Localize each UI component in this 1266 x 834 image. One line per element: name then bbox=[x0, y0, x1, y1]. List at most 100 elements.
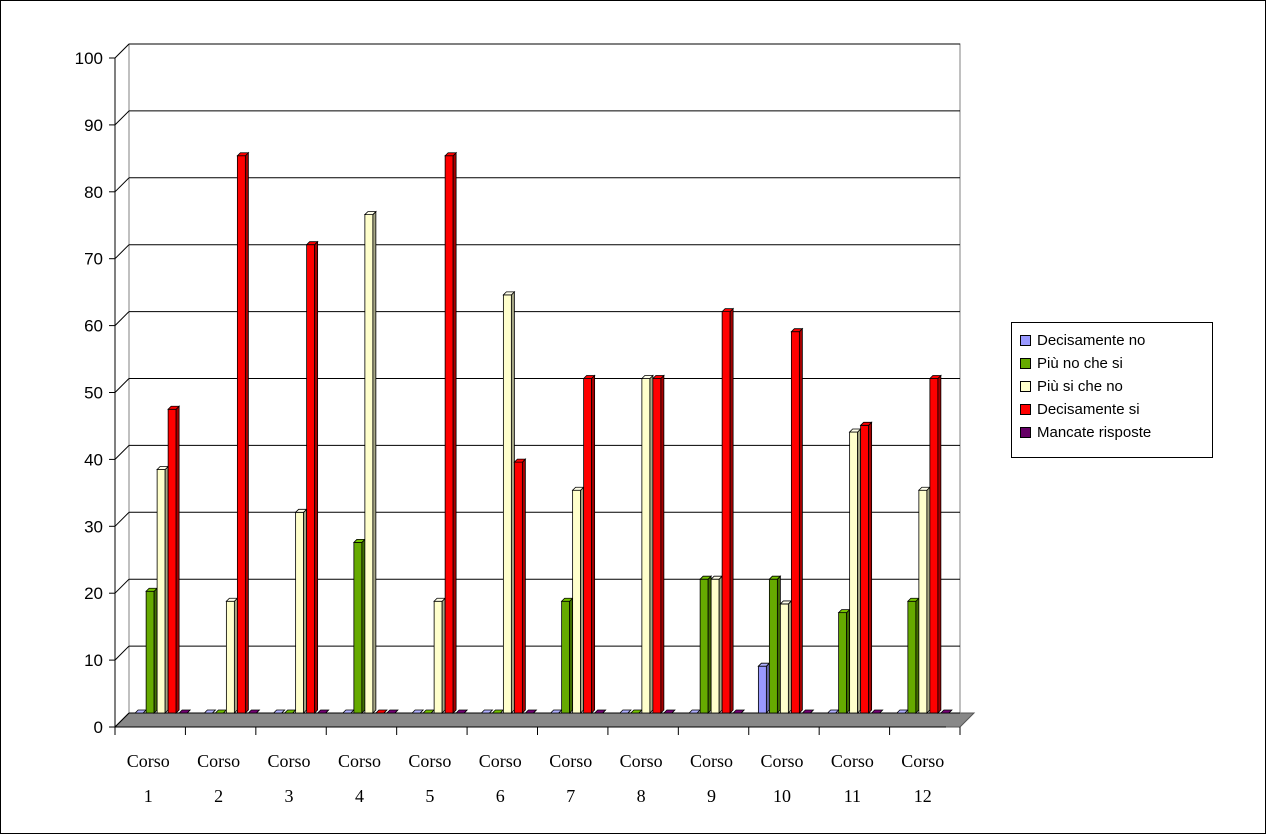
x-tick-label-number: 10 bbox=[773, 786, 791, 806]
bar bbox=[582, 374, 596, 714]
bar bbox=[618, 709, 632, 714]
bar bbox=[316, 709, 330, 714]
y-tick-label: 50 bbox=[84, 384, 103, 403]
bar bbox=[651, 374, 665, 714]
x-tick-label: Corso bbox=[760, 751, 803, 771]
y-axis-ticks: 0 10 20 30 40 50 60 70 80 90 100 bbox=[75, 49, 103, 737]
bar bbox=[917, 486, 931, 714]
bar bbox=[236, 151, 250, 714]
gridline-side bbox=[114, 110, 130, 126]
x-axis-ticks: Corso 1 Corso 2 Corso 3 Corso 4 Corso 5 Corso 6 Cors… bbox=[127, 751, 945, 806]
y-tick-label: 80 bbox=[84, 183, 103, 202]
legend-swatch bbox=[1020, 381, 1031, 392]
bar bbox=[906, 597, 920, 714]
bar bbox=[352, 538, 366, 714]
legend: Decisamente no Più no che si Più si che no… bbox=[1011, 322, 1213, 458]
bar bbox=[203, 709, 217, 714]
gridline-side bbox=[114, 445, 130, 460]
x-tick-label-number: 11 bbox=[844, 786, 861, 806]
x-tick-label: Corso bbox=[268, 751, 311, 771]
x-tick-label-number: 4 bbox=[355, 786, 364, 806]
bar bbox=[156, 465, 170, 714]
gridline-side bbox=[114, 378, 130, 393]
gridlines bbox=[114, 43, 961, 728]
y-tick-label: 60 bbox=[84, 317, 103, 336]
legend-label: Decisamente si bbox=[1037, 401, 1140, 418]
bar bbox=[560, 597, 574, 714]
bar bbox=[721, 307, 735, 714]
gridline-side bbox=[114, 43, 130, 59]
legend-item: Decisamente no bbox=[1020, 329, 1212, 352]
legend-swatch bbox=[1020, 427, 1031, 438]
legend-item: Più no che si bbox=[1020, 352, 1212, 375]
x-tick-label-number: 7 bbox=[566, 786, 575, 806]
bar bbox=[272, 709, 286, 714]
x-tick-label: Corso bbox=[408, 751, 451, 771]
gridline-side bbox=[114, 311, 130, 326]
legend-item: Più si che no bbox=[1020, 375, 1212, 398]
bar bbox=[455, 709, 469, 714]
x-tick-label: Corso bbox=[338, 751, 381, 771]
bar bbox=[710, 575, 724, 714]
legend-label: Decisamente no bbox=[1037, 332, 1146, 349]
y-tick-label: 20 bbox=[84, 584, 103, 603]
legend-swatch bbox=[1020, 404, 1031, 415]
x-tick-label-number: 5 bbox=[425, 786, 434, 806]
x-tick-label-number: 1 bbox=[144, 786, 153, 806]
bar bbox=[502, 290, 516, 714]
bar bbox=[593, 709, 607, 714]
legend-label: Più no che si bbox=[1037, 355, 1123, 372]
bar bbox=[247, 709, 261, 714]
x-tick-label: Corso bbox=[831, 751, 874, 771]
x-tick-label: Corso bbox=[197, 751, 240, 771]
bar bbox=[848, 428, 862, 714]
x-tick-label-number: 8 bbox=[637, 786, 646, 806]
y-tick-label: 90 bbox=[84, 116, 103, 135]
chart-floor bbox=[113, 712, 976, 728]
gridline-side bbox=[114, 511, 130, 527]
legend-item: Mancate risposte bbox=[1020, 421, 1212, 444]
bar bbox=[524, 709, 538, 714]
bar bbox=[699, 575, 713, 714]
y-tick-label: 70 bbox=[84, 250, 103, 269]
y-tick-label: 30 bbox=[84, 517, 103, 536]
legend-item: Decisamente si bbox=[1020, 398, 1212, 421]
bar bbox=[385, 709, 399, 714]
legend-label: Più si che no bbox=[1037, 378, 1123, 395]
x-tick-label: Corso bbox=[901, 751, 944, 771]
bar bbox=[305, 240, 319, 714]
x-tick-label: Corso bbox=[127, 751, 170, 771]
legend-label: Mancate risposte bbox=[1037, 424, 1152, 441]
bar bbox=[640, 374, 654, 714]
bar bbox=[363, 210, 377, 714]
bars bbox=[134, 151, 953, 714]
bar bbox=[757, 662, 771, 714]
y-tick-label: 0 bbox=[94, 718, 103, 737]
bar bbox=[939, 709, 953, 714]
bar bbox=[145, 587, 159, 714]
x-tick-label: Corso bbox=[690, 751, 733, 771]
legend-swatch bbox=[1020, 335, 1031, 346]
x-tick-label-number: 9 bbox=[707, 786, 716, 806]
bar bbox=[870, 709, 884, 714]
bar bbox=[225, 597, 239, 714]
gridline-side bbox=[114, 177, 130, 193]
y-tick-label: 100 bbox=[75, 49, 103, 68]
bar bbox=[433, 597, 447, 714]
bar bbox=[790, 327, 804, 714]
bar bbox=[732, 709, 746, 714]
bar bbox=[294, 508, 308, 714]
axes bbox=[109, 57, 961, 735]
bar bbox=[859, 421, 873, 714]
floor-plane bbox=[113, 712, 976, 728]
bar bbox=[662, 709, 676, 714]
bar bbox=[444, 151, 458, 714]
gridline-side bbox=[114, 712, 130, 728]
bar bbox=[480, 709, 494, 714]
bar bbox=[928, 374, 942, 714]
bar bbox=[167, 405, 181, 714]
bar bbox=[513, 458, 527, 714]
x-tick-label-number: 2 bbox=[214, 786, 223, 806]
bar bbox=[837, 608, 851, 714]
y-tick-label: 40 bbox=[84, 450, 103, 469]
